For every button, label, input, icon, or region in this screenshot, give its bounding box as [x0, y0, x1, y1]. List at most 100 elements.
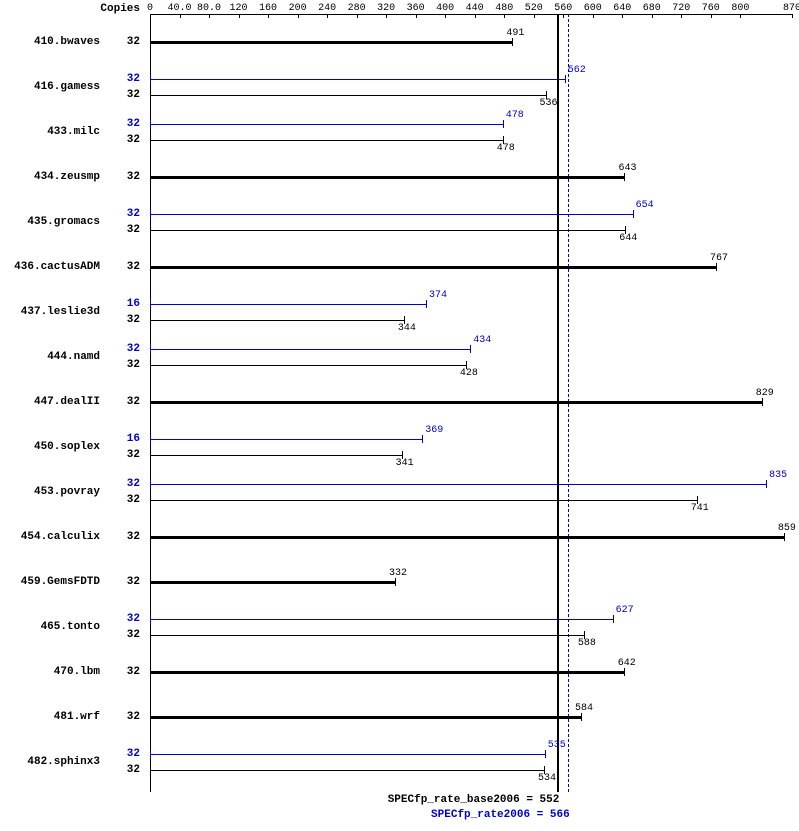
axis-tick-label: 440: [466, 3, 484, 14]
bar-end-tick: [624, 668, 625, 676]
copies-value: 32: [112, 629, 140, 641]
benchmark-name: 435.gromacs: [0, 216, 100, 228]
bar-value-label: 584: [575, 703, 593, 714]
copies-value: 32: [112, 224, 140, 236]
peak-bar: [150, 484, 766, 485]
base-bar: [150, 536, 784, 539]
base-bar: [150, 365, 466, 366]
axis-tick-label: 320: [377, 3, 395, 14]
base-bar: [150, 455, 402, 456]
specfp-rate-chart: Copies040.080.01201602002402803203604004…: [0, 0, 799, 831]
bar-value-label: 341: [396, 458, 414, 469]
benchmark-name: 437.leslie3d: [0, 306, 100, 318]
bar-end-tick: [581, 713, 582, 721]
axis-tick-label: 240: [318, 3, 336, 14]
bar-end-tick: [633, 210, 634, 218]
base-bar: [150, 635, 584, 636]
copies-header: Copies: [80, 3, 140, 15]
benchmark-name: 436.cactusADM: [0, 261, 100, 273]
axis-tick-label: 80.0: [197, 3, 221, 14]
copies-value: 32: [112, 208, 140, 220]
axis-tick-label: 870: [783, 3, 799, 14]
bar-value-label: 627: [616, 605, 634, 616]
base-bar: [150, 671, 624, 674]
copies-value: 32: [112, 73, 140, 85]
bar-value-label: 536: [540, 98, 558, 109]
copies-value: 32: [112, 764, 140, 776]
copies-value: 32: [112, 478, 140, 490]
bar-end-tick: [624, 173, 625, 181]
benchmark-name: 434.zeusmp: [0, 171, 100, 183]
base-bar: [150, 581, 395, 584]
reference-label: SPECfp_rate_base2006 = 552: [388, 794, 560, 806]
bar-value-label: 588: [578, 638, 596, 649]
axis-tick-label: 360: [407, 3, 425, 14]
bar-value-label: 535: [548, 740, 566, 751]
base-bar: [150, 95, 546, 96]
copies-value: 32: [112, 666, 140, 678]
bar-value-label: 835: [769, 470, 787, 481]
reference-label: SPECfp_rate2006 = 566: [431, 809, 570, 821]
base-bar: [150, 716, 581, 719]
bar-end-tick: [613, 615, 614, 623]
benchmark-name: 444.namd: [0, 351, 100, 363]
benchmark-name: 416.gamess: [0, 81, 100, 93]
bar-value-label: 332: [389, 568, 407, 579]
bar-end-tick: [422, 435, 423, 443]
axis-tick-label: 0: [147, 3, 153, 14]
copies-value: 32: [112, 171, 140, 183]
bar-value-label: 741: [691, 503, 709, 514]
bar-value-label: 344: [398, 323, 416, 334]
benchmark-name: 453.povray: [0, 486, 100, 498]
bar-end-tick: [565, 75, 566, 83]
bar-value-label: 644: [619, 233, 637, 244]
peak-bar: [150, 124, 503, 125]
copies-value: 32: [112, 576, 140, 588]
benchmark-name: 454.calculix: [0, 531, 100, 543]
axis-tick-label: 640: [613, 3, 631, 14]
base-bar: [150, 401, 762, 404]
peak-bar: [150, 439, 422, 440]
axis-tick-label: 400: [436, 3, 454, 14]
bar-value-label: 369: [425, 425, 443, 436]
bar-value-label: 478: [497, 143, 515, 154]
axis-tick-label: 680: [643, 3, 661, 14]
bar-value-label: 654: [636, 200, 654, 211]
bar-end-tick: [395, 578, 396, 586]
copies-value: 32: [112, 449, 140, 461]
bar-value-label: 434: [473, 335, 491, 346]
base-bar: [150, 500, 697, 501]
bar-end-tick: [762, 398, 763, 406]
copies-value: 32: [112, 396, 140, 408]
bar-end-tick: [470, 345, 471, 353]
axis-tick-label: 760: [702, 3, 720, 14]
peak-bar: [150, 214, 633, 215]
axis-tick-label: 280: [348, 3, 366, 14]
axis-tick-label: 200: [289, 3, 307, 14]
copies-value: 32: [112, 748, 140, 760]
bar-value-label: 642: [618, 658, 636, 669]
axis-tick-label: 600: [584, 3, 602, 14]
bar-value-label: 643: [618, 163, 636, 174]
bar-end-tick: [766, 480, 767, 488]
base-bar: [150, 230, 625, 231]
benchmark-name: 470.lbm: [0, 666, 100, 678]
copies-value: 32: [112, 494, 140, 506]
axis-tick-label: 480: [495, 3, 513, 14]
axis-tick-label: 800: [731, 3, 749, 14]
copies-value: 32: [112, 314, 140, 326]
copies-value: 32: [112, 89, 140, 101]
benchmark-name: 450.soplex: [0, 441, 100, 453]
axis-tick-label: 520: [525, 3, 543, 14]
bar-end-tick: [545, 750, 546, 758]
bar-value-label: 829: [756, 388, 774, 399]
copies-value: 32: [112, 359, 140, 371]
peak-bar: [150, 79, 565, 80]
base-bar: [150, 770, 544, 771]
axis-top-line: [150, 14, 792, 15]
bar-end-tick: [512, 38, 513, 46]
benchmark-name: 482.sphinx3: [0, 756, 100, 768]
bar-end-tick: [784, 533, 785, 541]
peak-bar: [150, 619, 613, 620]
bar-value-label: 767: [710, 253, 728, 264]
